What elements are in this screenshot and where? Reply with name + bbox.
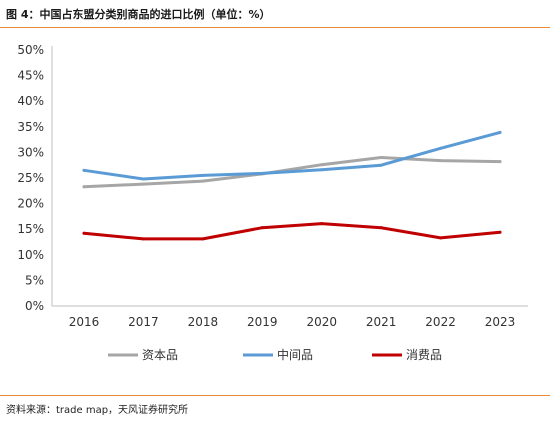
y-tick-label: 0% (25, 299, 44, 313)
x-tick-label: 2023 (485, 315, 516, 329)
data-point (141, 177, 145, 181)
data-point (260, 226, 264, 230)
data-point (320, 163, 324, 167)
data-point (201, 179, 205, 183)
legend: 资本品 中间品 消费品 (108, 347, 442, 362)
axes: 0% 5% 10% 15% 20% 25% 30% 35% 40% 45% 50% 2016 2017 2… (17, 43, 528, 329)
bottom-divider (0, 395, 550, 396)
data-point (439, 236, 443, 240)
data-point (320, 222, 324, 226)
chart-title: 图 4：中国占东盟分类别商品的进口比例（单位：%） (6, 8, 271, 21)
y-tick-label: 35% (17, 120, 44, 134)
legend-label: 资本品 (142, 348, 178, 362)
data-point (201, 173, 205, 177)
series-line-3 (82, 222, 502, 241)
data-point (260, 171, 264, 175)
y-tick-label: 50% (17, 43, 44, 57)
legend-label: 中间品 (277, 347, 313, 362)
series-lines (82, 130, 502, 241)
legend-label: 消费品 (406, 348, 442, 362)
data-point (439, 159, 443, 163)
series-line-2 (82, 130, 502, 181)
data-point (82, 231, 86, 235)
x-tick-label: 2022 (425, 315, 456, 329)
data-point (498, 230, 502, 234)
y-tick-label: 20% (17, 197, 44, 211)
y-tick-label: 30% (17, 145, 44, 159)
data-point (439, 146, 443, 150)
y-tick-label: 10% (17, 248, 44, 262)
y-tick-label: 40% (17, 94, 44, 108)
x-tick-label: 2016 (69, 315, 100, 329)
y-tick-label: 5% (25, 273, 44, 287)
x-tick-label: 2021 (366, 315, 397, 329)
data-point (498, 130, 502, 134)
x-tick-label: 2018 (188, 315, 219, 329)
series-line-1 (82, 156, 502, 189)
y-tick-label: 15% (17, 222, 44, 236)
data-point (141, 237, 145, 241)
data-point (201, 237, 205, 241)
y-tick-label: 45% (17, 69, 44, 83)
data-point (379, 163, 383, 167)
y-tick-label: 25% (17, 171, 44, 185)
top-divider (0, 27, 550, 28)
source-note: 资料来源：trade map，天风证券研究所 (6, 405, 189, 416)
data-point (498, 160, 502, 164)
x-tick-label: 2019 (247, 315, 278, 329)
data-point (82, 168, 86, 172)
x-tick-label: 2020 (306, 315, 337, 329)
x-tick-label: 2017 (128, 315, 159, 329)
data-point (320, 168, 324, 172)
data-point (379, 156, 383, 160)
data-point (379, 226, 383, 230)
data-point (82, 185, 86, 189)
data-point (141, 182, 145, 186)
